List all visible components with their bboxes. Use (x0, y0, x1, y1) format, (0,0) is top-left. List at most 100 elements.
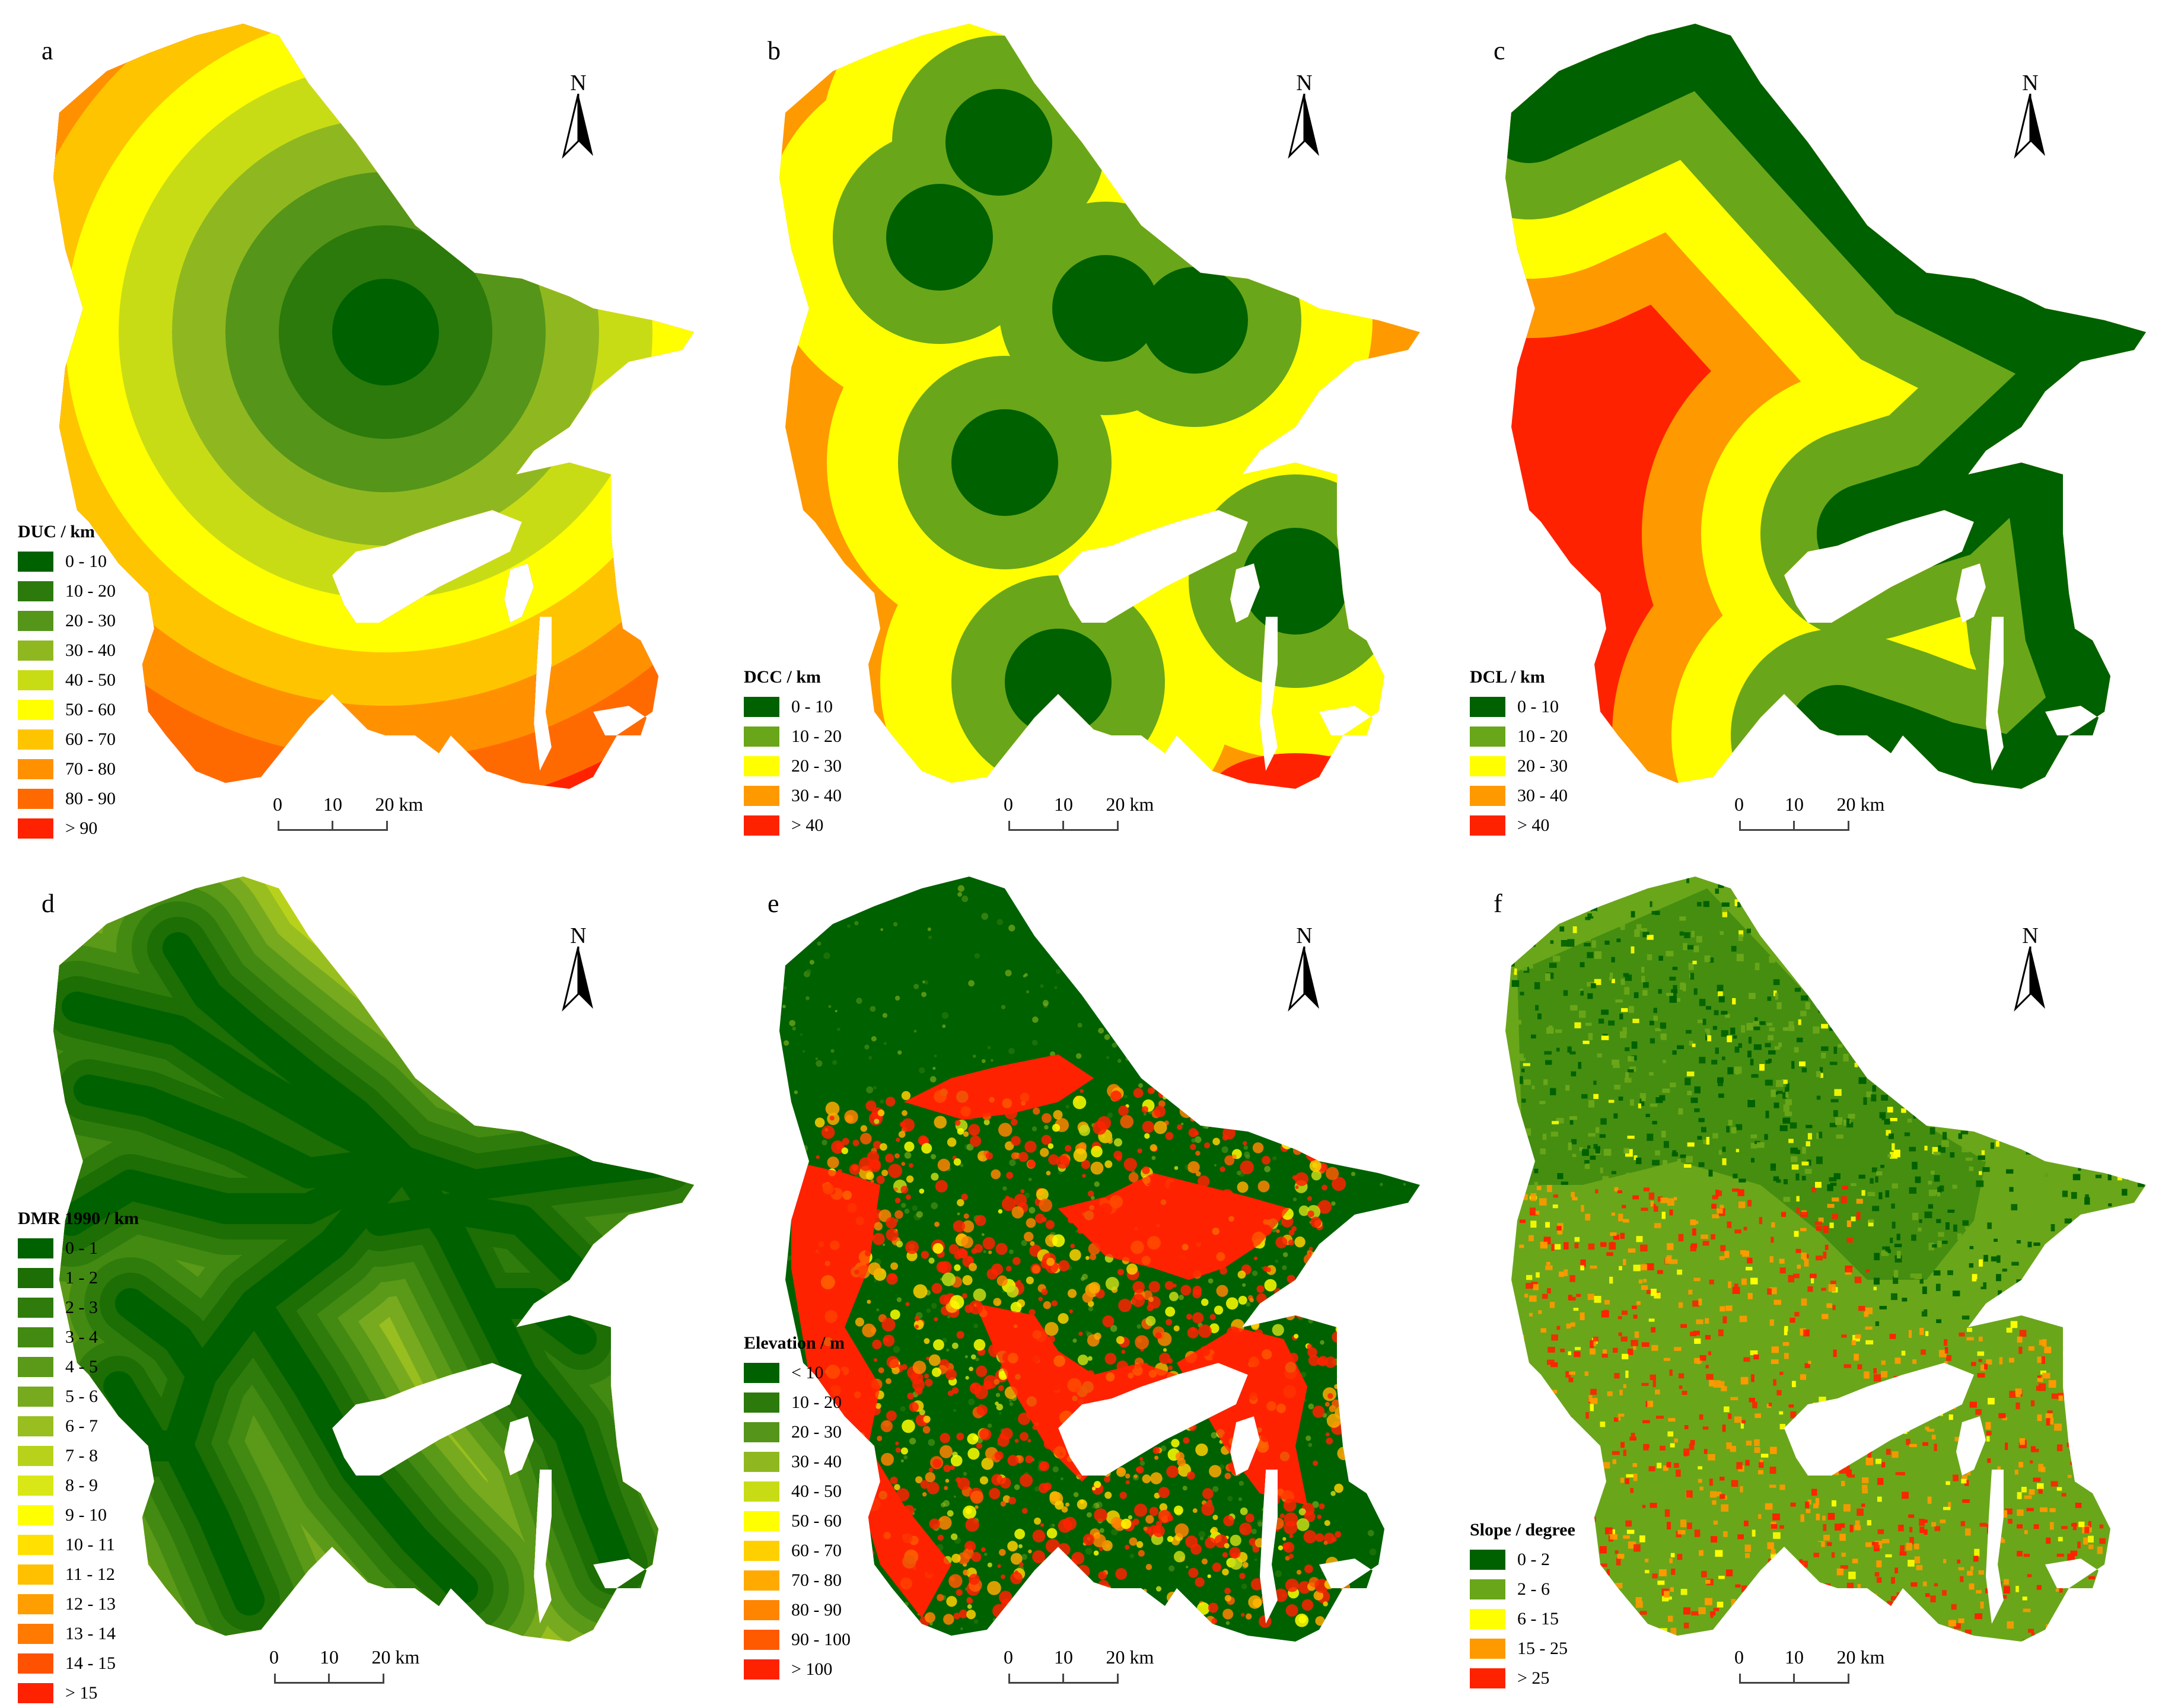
legend-label: 10 - 20 (65, 581, 116, 601)
scale-label-10: 10 (1054, 794, 1073, 815)
north-arrow: N (1284, 70, 1325, 159)
legend-item: 90 - 100 (744, 1625, 851, 1655)
north-arrow-icon (1284, 947, 1325, 1012)
scale-tick (1117, 1674, 1119, 1684)
legend-label: 7 - 8 (65, 1446, 98, 1466)
legend-swatch (18, 1653, 53, 1674)
legend-item: 6 - 15 (1470, 1604, 1575, 1634)
scale-label-10: 10 (1054, 1646, 1073, 1668)
legend-label: 20 - 30 (791, 756, 842, 776)
legend-item: 50 - 60 (18, 695, 116, 725)
legend-label: 13 - 14 (65, 1624, 116, 1644)
legend-item: 5 - 6 (18, 1382, 139, 1411)
legend-label: 50 - 60 (65, 700, 116, 720)
legend-swatch (1470, 1668, 1505, 1688)
scale-label-0: 0 (1004, 1646, 1013, 1668)
legend-item: 80 - 90 (18, 784, 116, 814)
scale-tick (1008, 1674, 1010, 1684)
scale-tick (1062, 821, 1064, 831)
legend-label: 20 - 30 (1517, 756, 1568, 776)
legend-swatch (18, 1683, 53, 1703)
legend-label: 9 - 10 (65, 1505, 107, 1525)
scale-tick (274, 1674, 276, 1684)
north-arrow: N (2010, 923, 2051, 1012)
legend-label: 60 - 70 (791, 1541, 842, 1561)
legend-label: 0 - 10 (1517, 697, 1559, 717)
scale-tick (383, 1674, 384, 1684)
legend-swatch (744, 697, 779, 717)
legend-swatch (1470, 756, 1505, 776)
scale-label-10: 10 (1785, 794, 1804, 815)
scale-tick (278, 821, 279, 831)
legend-item: 30 - 40 (744, 1447, 851, 1477)
legend-item: 50 - 60 (744, 1506, 851, 1536)
scale-tick (328, 1674, 330, 1684)
scale-tick (1793, 1674, 1795, 1684)
legend-swatch (1470, 697, 1505, 717)
legend-label: > 40 (1517, 815, 1549, 836)
legend-label: 8 - 9 (65, 1476, 98, 1496)
legend-swatch (18, 789, 53, 809)
scale-label-20: 20 km (1837, 794, 1885, 815)
legend-item: 80 - 90 (744, 1595, 851, 1625)
scale-label-10: 10 (323, 794, 342, 815)
scale-bar: 0 10 20 km (1008, 794, 1163, 841)
legend-title: DMR 1990 / km (18, 1209, 139, 1229)
scale-bar: 0 10 20 km (1008, 1646, 1163, 1694)
legend-swatch (18, 700, 53, 720)
north-label: N (558, 923, 599, 949)
legend-item: > 90 (18, 814, 116, 843)
scale-label-20: 20 km (372, 1646, 420, 1668)
legend-item: > 40 (744, 811, 842, 840)
legend-label: 0 - 10 (65, 552, 107, 572)
legend-swatch (18, 1416, 53, 1436)
legend-swatch (744, 1541, 779, 1561)
legend-swatch (744, 1600, 779, 1620)
legend-item: 6 - 7 (18, 1411, 139, 1441)
scale-tick (332, 821, 333, 831)
north-arrow: N (1284, 923, 1325, 1012)
legend-item: 30 - 40 (744, 781, 842, 811)
legend-label: 20 - 30 (791, 1422, 842, 1442)
legend-label: 12 - 13 (65, 1594, 116, 1614)
legend-label: 4 - 5 (65, 1357, 98, 1377)
legend-title: DCL / km (1470, 667, 1568, 687)
legend-item: 11 - 12 (18, 1560, 139, 1589)
north-arrow-icon (2010, 947, 2051, 1012)
legend-label: 3 - 4 (65, 1327, 98, 1347)
legend-label: 1 - 2 (65, 1268, 98, 1288)
legend-item: 30 - 40 (18, 636, 116, 665)
legend-label: 0 - 1 (65, 1238, 98, 1258)
legend-label: 40 - 50 (65, 670, 116, 690)
scale-label-20: 20 km (1837, 1646, 1885, 1668)
scale-tick (1008, 821, 1010, 831)
legend-label: > 15 (65, 1683, 97, 1703)
legend-item: 2 - 3 (18, 1293, 139, 1323)
legend-swatch (744, 1511, 779, 1531)
north-label: N (2010, 70, 2051, 96)
legend-item: 10 - 20 (18, 576, 116, 606)
legend-item: 0 - 10 (18, 547, 116, 576)
legend-item: 60 - 70 (744, 1536, 851, 1566)
legend-swatch (18, 1476, 53, 1496)
legend-swatch (18, 1564, 53, 1585)
legend-swatch (744, 1452, 779, 1472)
legend-swatch (1470, 1609, 1505, 1629)
legend-item: 10 - 20 (1470, 722, 1568, 751)
legend-swatch (18, 1505, 53, 1525)
north-arrow-icon (2010, 94, 2051, 159)
legend-swatch (18, 552, 53, 572)
legend-swatch (18, 1387, 53, 1407)
scale-label-10: 10 (320, 1646, 339, 1668)
legend-label: > 90 (65, 818, 97, 839)
scale-tick (386, 821, 388, 831)
